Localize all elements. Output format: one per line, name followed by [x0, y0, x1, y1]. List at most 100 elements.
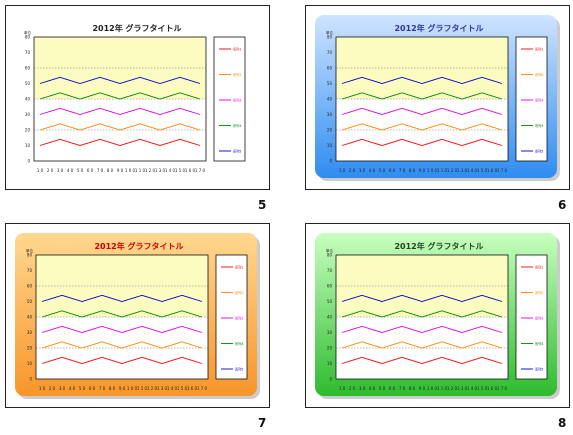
y-tick-label: 70 [327, 268, 333, 273]
x-tick-label: 1 1 0 [437, 386, 448, 391]
x-tick-label: 1 3 0 [157, 386, 168, 391]
x-tick-label: 1 0 0 [127, 386, 138, 391]
legend-label: 系列2 [235, 290, 243, 295]
y-tick-label: 10 [327, 143, 333, 148]
x-tick-label: 6 0 [389, 168, 396, 173]
y-tick-label: 50 [25, 81, 31, 86]
legend-label: 系列4 [235, 341, 243, 346]
y-tick-label: 40 [327, 97, 333, 102]
plot-area [35, 254, 209, 380]
x-tick-label: 1 0 0 [125, 168, 136, 173]
legend-box [215, 254, 248, 380]
y-tick-label: 20 [327, 346, 333, 351]
y-tick-label: 0 [29, 377, 32, 382]
x-tick-label: 2 0 [349, 386, 356, 391]
legend-label: 系列3 [535, 315, 543, 320]
legend-label: 系列5 [535, 148, 543, 153]
legend-label: 系列4 [535, 341, 543, 346]
x-tick-label: 2 0 [49, 386, 56, 391]
plot-area [335, 36, 509, 162]
chart-title: 2012年 グラフタイトル [394, 23, 483, 33]
y-tick-label: 10 [25, 143, 31, 148]
x-tick-label: 9 0 [117, 168, 124, 173]
x-tick-label: 7 0 [399, 386, 406, 391]
x-tick-label: 3 0 [359, 386, 366, 391]
chart-title: 2012年 グラフタイトル [92, 23, 181, 33]
x-tick-label: 1 0 [339, 386, 346, 391]
x-tick-label: 8 0 [409, 168, 416, 173]
x-tick-label: 1 1 0 [135, 168, 146, 173]
series-line-2 [341, 341, 503, 349]
series-line-4 [41, 310, 203, 318]
slide-number: 6 [558, 198, 567, 212]
legend-label: 系列1 [535, 264, 543, 269]
y-axis-label: 単位 [326, 248, 334, 253]
y-tick-label: 70 [25, 50, 31, 55]
chart-title: 2012年 グラフタイトル [94, 241, 183, 251]
y-tick-label: 80 [25, 35, 31, 40]
x-tick-label: 1 7 0 [197, 386, 208, 391]
x-tick-label: 1 7 0 [497, 386, 508, 391]
y-tick-label: 50 [327, 81, 333, 86]
x-tick-label: 1 0 0 [427, 386, 438, 391]
x-tick-label: 1 1 0 [137, 386, 148, 391]
x-tick-label: 1 2 0 [147, 386, 158, 391]
y-tick-label: 70 [327, 50, 333, 55]
x-tick-label: 1 4 0 [167, 386, 178, 391]
legend-label: 系列1 [535, 46, 543, 51]
x-tick-label: 3 0 [57, 168, 64, 173]
x-tick-label: 7 0 [399, 168, 406, 173]
series-line-2 [341, 123, 503, 131]
x-tick-label: 1 4 0 [467, 386, 478, 391]
x-tick-label: 1 5 0 [175, 168, 186, 173]
legend-label: 系列2 [535, 72, 543, 77]
x-tick-label: 1 5 0 [177, 386, 188, 391]
y-axis-label: 単位 [26, 248, 33, 253]
series-line-5 [41, 294, 203, 302]
y-tick-label: 10 [27, 361, 33, 366]
x-tick-label: 4 0 [69, 386, 76, 391]
y-tick-label: 30 [25, 112, 31, 117]
series-line-1 [41, 356, 203, 364]
slide-number: 8 [558, 416, 567, 430]
legend-box [515, 36, 548, 162]
x-tick-label: 2 0 [47, 168, 54, 173]
slide-number: 5 [258, 198, 267, 212]
plot-band [36, 255, 208, 317]
y-tick-label: 20 [25, 128, 31, 133]
y-tick-label: 30 [327, 112, 333, 117]
series-line-1 [39, 138, 201, 146]
legend-label: 系列5 [235, 366, 243, 371]
x-tick-label: 1 1 0 [437, 168, 448, 173]
series-line-2 [39, 123, 201, 131]
y-tick-label: 40 [25, 97, 31, 102]
x-tick-label: 4 0 [369, 168, 376, 173]
series-line-4 [341, 310, 503, 318]
series-line-3 [41, 325, 203, 333]
series-line-5 [39, 76, 201, 84]
x-tick-label: 8 0 [109, 386, 116, 391]
x-tick-label: 6 0 [89, 386, 96, 391]
legend-label: 系列5 [535, 366, 543, 371]
x-tick-label: 9 0 [419, 168, 426, 173]
plot-band [336, 37, 508, 99]
x-tick-label: 1 4 0 [467, 168, 478, 173]
x-tick-label: 5 0 [379, 386, 386, 391]
y-tick-label: 70 [27, 268, 33, 273]
x-tick-label: 7 0 [97, 168, 104, 173]
plot-band [34, 37, 206, 99]
x-tick-label: 8 0 [409, 386, 416, 391]
x-tick-label: 1 2 0 [447, 168, 458, 173]
y-tick-label: 60 [25, 66, 31, 71]
legend-label: 系列1 [233, 46, 241, 51]
x-tick-label: 1 6 0 [187, 386, 198, 391]
x-tick-label: 1 6 0 [487, 386, 498, 391]
y-tick-label: 50 [327, 299, 333, 304]
